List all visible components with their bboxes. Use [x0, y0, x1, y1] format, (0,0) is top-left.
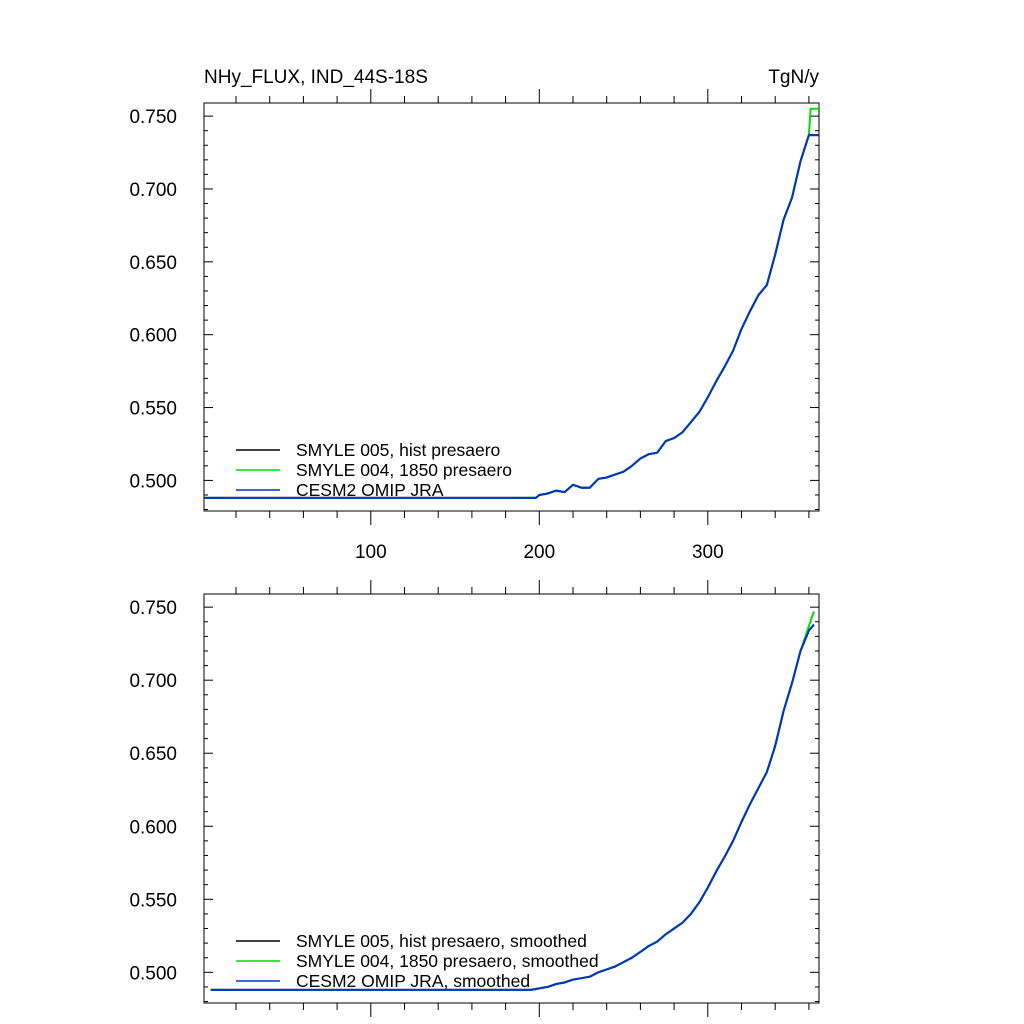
bottom-panel: 0.500 0.550 0.600 0.650 0.700 0.750 SMYLE 005,… [129, 580, 820, 1017]
top-panel: NHy_FLUX, IND_44S-18S TgN/y 0.500 0.550 0.… [129, 67, 820, 563]
y-tick-label: 0.700 [129, 180, 177, 201]
series-line-2 [210, 624, 815, 991]
y-tick-label: 0.700 [129, 671, 177, 692]
y-tick-label: 0.750 [129, 598, 177, 619]
y-tick-label: 0.650 [129, 253, 177, 274]
plot-frame [203, 593, 820, 1004]
y-tick-label: 0.600 [129, 326, 177, 347]
y-tick-label: 0.500 [129, 471, 177, 492]
legend-label-0: SMYLE 005, hist presaero, smoothed [296, 931, 587, 951]
x-tick-label: 200 [523, 542, 555, 563]
y-tick-label: 0.550 [129, 890, 177, 911]
x-tick-label: 300 [692, 542, 724, 563]
y-tick-label: 0.650 [129, 744, 177, 765]
legend-label-2: CESM2 OMIP JRA, smoothed [296, 971, 530, 991]
legend-label-1: SMYLE 004, 1850 presaero [296, 460, 512, 480]
legend-label-1: SMYLE 004, 1850 presaero, smoothed [296, 951, 599, 971]
y-tick-label: 0.750 [129, 107, 177, 128]
legend-label-0: SMYLE 005, hist presaero [296, 440, 500, 460]
y-tick-label: 0.550 [129, 399, 177, 420]
series-line-2 [204, 134, 819, 499]
x-tick-label: 100 [355, 542, 387, 563]
panel-title-units: TgN/y [768, 67, 819, 88]
y-tick-label: 0.500 [129, 963, 177, 984]
y-tick-label: 0.600 [129, 817, 177, 838]
panel-title-left: NHy_FLUX, IND_44S-18S [204, 67, 428, 88]
legend-label-2: CESM2 OMIP JRA [296, 480, 444, 500]
plot-frame [203, 102, 820, 512]
